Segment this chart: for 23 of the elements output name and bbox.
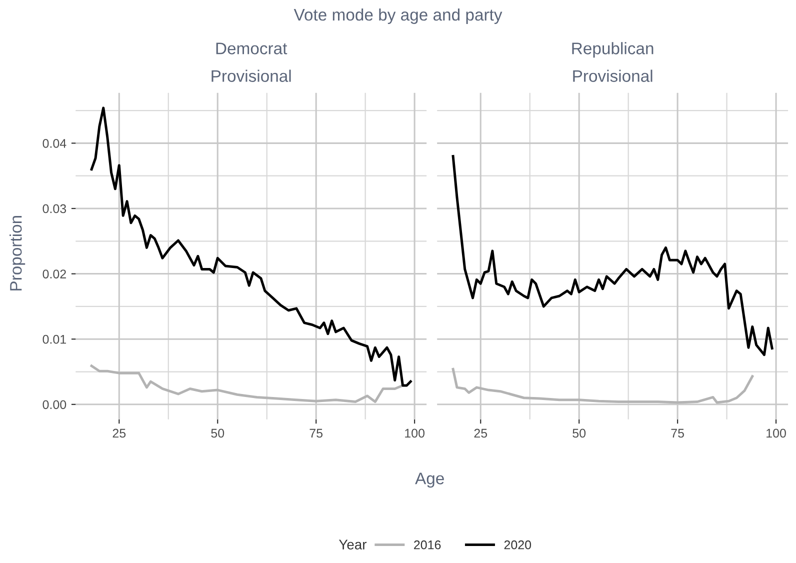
y-tick-label: 0.01 <box>42 334 66 344</box>
x-tick-label: 75 <box>310 428 323 438</box>
y-tick-label: 0.02 <box>42 270 66 278</box>
x-tick-label: 50 <box>211 428 224 438</box>
x-tick-label: 100 <box>766 428 786 438</box>
chart-subtitle: Democrat Provisional <box>212 42 291 82</box>
legend-label: 2020 <box>504 540 532 550</box>
chart-title: Vote mode by age and party <box>294 8 502 24</box>
x-tick-label: 25 <box>112 428 126 438</box>
y-tick-label: 0.00 <box>42 400 66 410</box>
legend-label: 2016 <box>414 540 441 550</box>
x-tick-label: 75 <box>671 428 684 438</box>
x-tick-label: 100 <box>405 428 424 438</box>
legend-title: Year <box>338 540 367 550</box>
y-tick-label: 0.03 <box>42 204 66 214</box>
chart-subtitle: Republican Provisional <box>572 42 654 82</box>
y-axis-title: Proportion <box>10 216 26 290</box>
y-tick-label: 0.04 <box>42 138 66 148</box>
line-series <box>90 106 412 387</box>
line-series <box>90 364 404 404</box>
x-tick-label: 50 <box>572 428 586 438</box>
x-axis-title: Age <box>415 472 444 488</box>
x-tick-label: 25 <box>474 428 488 438</box>
